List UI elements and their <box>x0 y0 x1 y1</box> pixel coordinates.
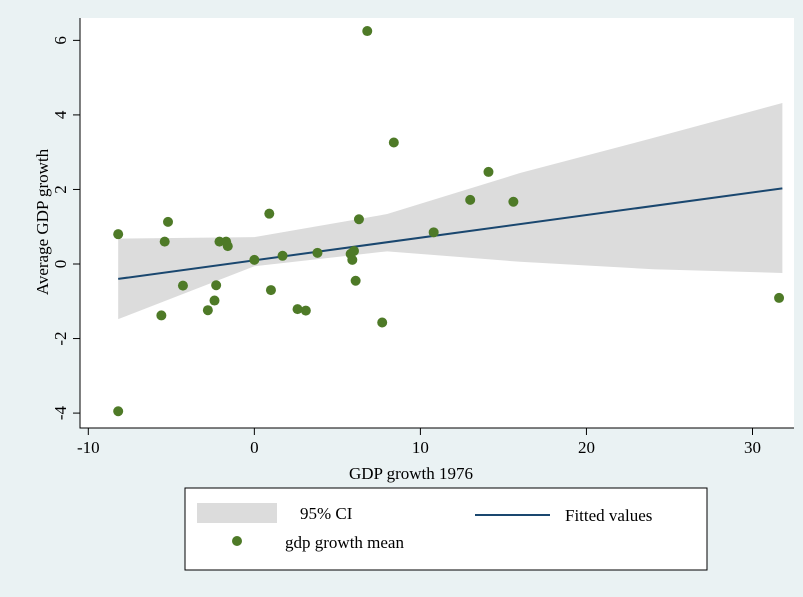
y-tick-label: -2 <box>51 331 70 345</box>
data-point <box>300 305 311 316</box>
data-point <box>113 406 124 417</box>
x-tick-label: -10 <box>77 438 100 457</box>
x-tick-label: 20 <box>578 438 595 457</box>
legend-ci-swatch <box>197 503 277 523</box>
x-tick-label: 30 <box>744 438 761 457</box>
data-point <box>265 285 276 296</box>
points-layer <box>113 26 785 417</box>
data-point <box>156 310 167 321</box>
legend-box <box>184 487 708 571</box>
data-point <box>222 241 233 252</box>
data-point <box>388 137 399 148</box>
y-tick-label: -4 <box>51 406 70 421</box>
data-point <box>177 280 188 291</box>
data-point <box>209 295 220 306</box>
axes-layer: -10 0 10 20 30 -4 -2 0 2 4 6 <box>51 18 794 457</box>
data-point <box>202 305 213 316</box>
ci-layer <box>118 102 783 320</box>
data-point <box>113 229 124 240</box>
fitted-line-layer <box>118 187 783 280</box>
y-tick-label: 2 <box>51 185 70 194</box>
y-tick-label: 0 <box>51 260 70 269</box>
y-tick-label: 6 <box>51 36 70 45</box>
data-point <box>312 247 323 258</box>
data-point <box>465 194 476 205</box>
data-point <box>508 196 519 207</box>
legend: 95% CI Fitted values gdp growth mean <box>184 487 708 571</box>
data-point <box>292 304 303 315</box>
y-tick-label: 4 <box>51 110 70 119</box>
data-point <box>249 254 260 265</box>
data-point <box>350 275 361 286</box>
data-point <box>277 250 288 261</box>
data-point <box>159 236 170 247</box>
data-point <box>163 216 174 227</box>
data-point <box>264 208 275 219</box>
legend-point-swatch <box>232 536 242 546</box>
data-point <box>211 280 222 291</box>
data-point <box>774 292 785 303</box>
x-tick-label: 10 <box>412 438 429 457</box>
legend-fit-label: Fitted values <box>565 506 652 525</box>
data-point <box>347 254 358 265</box>
fitted-line <box>118 187 783 280</box>
data-point <box>348 245 359 256</box>
legend-ci-label: 95% CI <box>300 504 353 523</box>
data-point <box>428 227 439 238</box>
data-point <box>353 214 364 225</box>
x-tick-label: 0 <box>250 438 259 457</box>
x-axis-label: GDP growth 1976 <box>349 464 473 483</box>
data-point <box>377 317 388 328</box>
data-point <box>362 26 373 37</box>
y-axis-label: Average GDP growth <box>33 148 52 295</box>
data-point <box>483 166 494 177</box>
legend-point-label: gdp growth mean <box>285 533 404 552</box>
ci-band <box>118 102 783 320</box>
